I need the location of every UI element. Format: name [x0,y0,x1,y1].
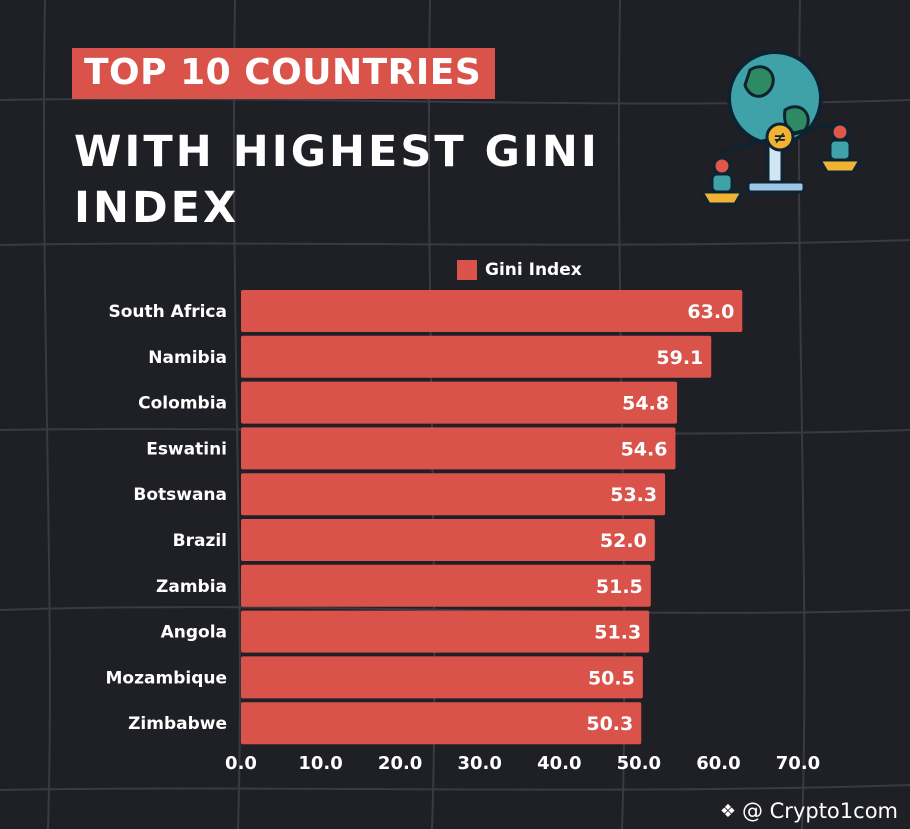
x-tick-label: 30.0 [458,753,502,774]
category-label: Zambia [156,577,227,597]
data-label: 51.3 [594,622,641,644]
x-tick-label: 40.0 [537,753,581,774]
x-tick-label: 60.0 [696,753,740,774]
data-label: 54.8 [622,393,669,415]
bar-colombia [241,381,678,424]
category-label: Botswana [133,485,227,505]
page-title: WITH HIGHEST GINI INDEX [74,127,600,233]
bar-south-africa [241,290,743,332]
bar-eswatini [241,427,676,470]
data-label: 50.3 [586,713,633,735]
category-label: South Africa [109,302,228,322]
legend-label: Gini Index [485,260,582,280]
x-tick-label: 50.0 [617,753,661,774]
category-label: Angola [161,623,227,643]
data-label: 51.5 [596,576,643,598]
category-label: Colombia [138,394,227,414]
bar-brazil [241,519,655,561]
globe-scale-inequality-icon: ≠ [700,50,863,206]
data-label: 50.5 [588,667,635,689]
data-label: 59.1 [656,347,703,369]
bar-zambia [241,564,651,607]
bar-angola [241,610,650,653]
x-tick-label: 0.0 [225,753,257,774]
bar-namibia [241,335,712,378]
category-label: Brazil [173,531,227,551]
watermark: ❖ @ Crypto1com [720,799,898,823]
chart-legend: Gini Index [457,260,582,280]
data-label: 53.3 [610,484,657,506]
category-label: Eswatini [146,439,227,459]
x-tick-label: 20.0 [378,753,422,774]
legend-swatch [457,260,477,280]
x-tick-label: 70.0 [776,753,820,774]
bar-zimbabwe [241,702,642,745]
watermark-text: @ Crypto1com [741,799,898,823]
category-label: Namibia [148,348,227,368]
category-label: Mozambique [106,668,227,688]
data-label: 52.0 [600,530,647,552]
bar-mozambique [241,656,643,699]
binance-logo-icon: ❖ [719,800,736,822]
category-label: Zimbabwe [128,714,227,734]
bar-botswana [241,473,666,516]
data-label: 63.0 [687,301,734,323]
svg-text:≠: ≠ [773,128,786,147]
x-tick-label: 10.0 [298,753,342,774]
title-badge: TOP 10 COUNTRIES [72,48,496,99]
data-label: 54.6 [621,438,668,460]
